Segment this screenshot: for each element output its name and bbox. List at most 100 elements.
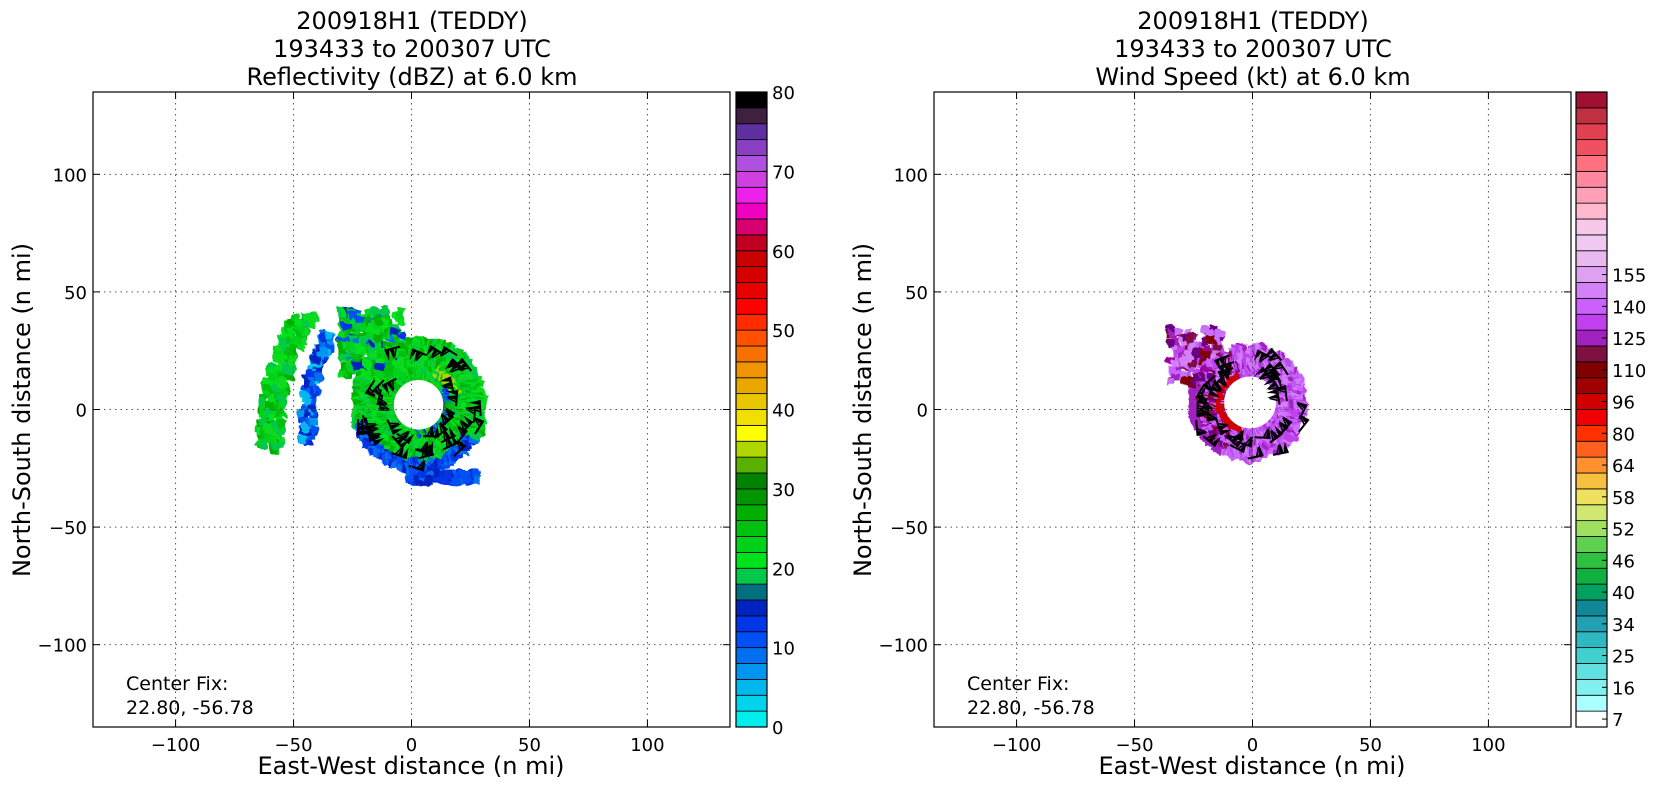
reflectivity-cell — [326, 339, 335, 347]
reflectivity-cell — [310, 417, 318, 426]
reflectivity-cell — [375, 362, 384, 371]
colorbar-tick-label: 46 — [1612, 551, 1635, 572]
barb-flag — [446, 358, 456, 369]
wind-cell — [1279, 399, 1287, 408]
colorbar-swatch — [735, 313, 768, 331]
reflectivity-cell — [296, 319, 305, 327]
reflectivity-cell — [395, 369, 403, 378]
barb-feather — [447, 362, 458, 369]
reflectivity-cell — [342, 321, 351, 330]
reflectivity-cell — [290, 312, 299, 321]
colorbar-swatch — [735, 234, 768, 252]
barb-staff — [1278, 361, 1289, 376]
wind-cell — [1216, 402, 1221, 408]
reflectivity-cell — [444, 476, 452, 484]
colorbar-swatch — [735, 615, 768, 633]
reflectivity-cell — [286, 317, 295, 325]
barb-flag — [1254, 367, 1266, 376]
wind-cell — [1204, 380, 1212, 388]
reflectivity-cell — [286, 335, 294, 344]
barb-flag — [365, 389, 376, 399]
center-fix-value: 22.80, -56.78 — [967, 697, 1095, 719]
reflectivity-cell — [326, 333, 334, 341]
colorbar-swatch — [1575, 440, 1608, 458]
reflectivity-cell — [318, 341, 327, 350]
barb-flag — [391, 428, 404, 435]
barb-feather — [1196, 427, 1207, 433]
reflectivity-cell — [412, 475, 420, 483]
barb-staff — [1270, 347, 1283, 362]
colorbar-tick-label: 60 — [772, 242, 795, 263]
x-tick-label: 50 — [518, 735, 541, 756]
reflectivity-cell — [363, 366, 371, 375]
reflectivity-cell — [375, 352, 384, 360]
barb-staff — [456, 429, 468, 444]
barb-staff — [1225, 435, 1239, 448]
wind-cell — [1216, 409, 1222, 415]
barb-flag — [1270, 428, 1279, 440]
reflectivity-cell — [266, 412, 275, 420]
reflectivity-cell — [479, 402, 488, 411]
barb-feather — [1273, 366, 1284, 370]
reflectivity-cell — [364, 361, 373, 369]
reflectivity-cell — [452, 473, 460, 482]
colorbar-tick-label: 20 — [772, 559, 795, 580]
reflectivity-cell — [273, 345, 281, 353]
barb-feather — [447, 396, 457, 403]
barb-feather — [1269, 397, 1280, 402]
barb-feather — [1262, 428, 1269, 439]
barb-flag — [445, 395, 457, 401]
reflectivity-cell — [278, 343, 287, 352]
wind-cell — [1201, 325, 1209, 334]
reflectivity-cell — [366, 331, 375, 339]
wind-barb — [1226, 429, 1244, 442]
barb-feather — [1237, 442, 1247, 450]
wind-cell — [1197, 352, 1206, 360]
barb-flag — [448, 426, 456, 438]
wind-cell — [1213, 334, 1221, 343]
reflectivity-cell — [339, 362, 348, 370]
colorbar-swatch — [1575, 472, 1608, 490]
reflectivity-cell — [289, 321, 298, 329]
wind-barb — [1271, 361, 1289, 376]
wind-barb — [1215, 419, 1232, 436]
reflectivity-cell — [309, 398, 318, 406]
barb-feather — [457, 426, 464, 437]
wind-cell — [1187, 364, 1195, 372]
y-tick-label: −50 — [890, 518, 928, 539]
reflectivity-cell — [459, 471, 468, 480]
wind-cell — [1221, 388, 1226, 394]
reflectivity-cell — [299, 436, 308, 445]
wind-cell — [1178, 353, 1186, 361]
reflectivity-cell — [284, 354, 292, 363]
wind-speed-colorbar: 7 16 25 34 40 46 52 58 64 80 96 110 125 140 155 — [1575, 91, 1646, 731]
barb-feather — [378, 397, 388, 405]
barb-feather — [443, 430, 446, 441]
barb-feather — [1259, 355, 1269, 363]
reflectivity-cell — [315, 374, 323, 382]
wind-cell — [1214, 398, 1220, 404]
reflectivity-cell — [467, 469, 475, 478]
colorbar-swatch — [1575, 409, 1608, 426]
reflectivity-cell — [296, 329, 305, 337]
x-tick-label: −50 — [275, 735, 313, 756]
reflectivity-cell — [259, 404, 267, 412]
reflectivity-cell — [277, 419, 285, 428]
storm-eye — [1224, 376, 1277, 429]
barb-flag — [1271, 361, 1283, 370]
wind-cell — [1216, 358, 1224, 367]
colorbar-swatch — [735, 599, 768, 617]
reflectivity-cell — [282, 384, 291, 392]
reflectivity-cell — [397, 307, 405, 315]
wind-cell — [1283, 401, 1291, 409]
reflectivity-cell — [473, 474, 482, 483]
reflectivity-cell — [307, 377, 315, 385]
wind-barb — [1272, 441, 1289, 456]
barb-flag — [1207, 433, 1218, 444]
chart-title-line2: 193433 to 200307 UTC — [1114, 35, 1392, 63]
wind-barb — [445, 390, 459, 407]
barb-flag — [1267, 393, 1279, 399]
barb-feather — [440, 414, 445, 425]
wind-cell — [1181, 377, 1190, 385]
